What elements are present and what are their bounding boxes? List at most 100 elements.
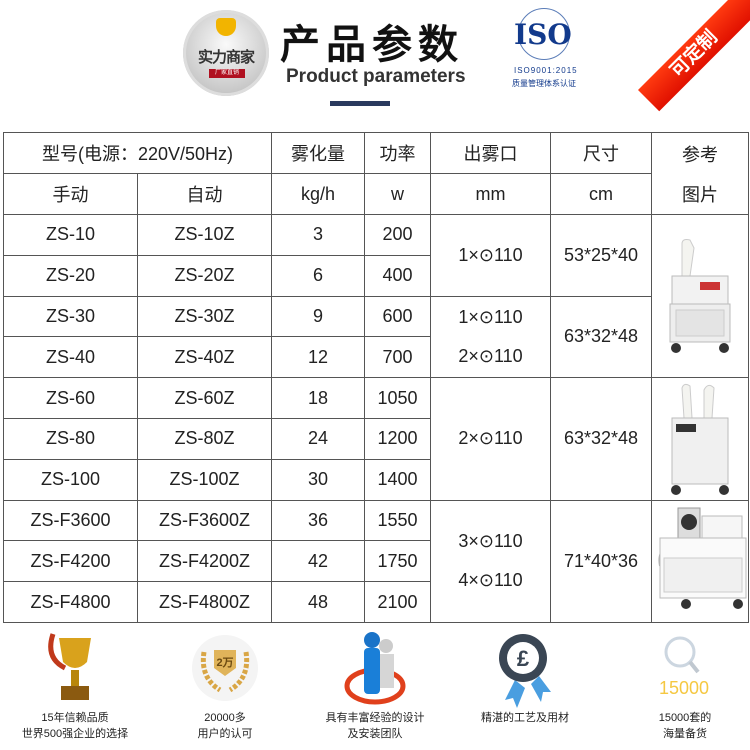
cell-manual: ZS-F4200: [3, 540, 138, 583]
feature-item: 15年信赖品质世界500强企业的选择: [0, 628, 150, 742]
cell-mist: 36: [271, 499, 365, 542]
outlet-value: 1×⊙110: [458, 306, 523, 327]
magnifier-icon: 15000: [620, 628, 750, 710]
table-row: ZS-60 ZS-60Z 18 1050 2×⊙110 63*32*48: [3, 377, 749, 501]
cell-mist: 9: [271, 295, 365, 338]
svg-text:2万: 2万: [216, 656, 233, 669]
logo-text: 实力商家: [197, 49, 255, 66]
cell-manual: ZS-80: [3, 417, 138, 460]
unit-power: w: [364, 173, 431, 215]
header: 实力商家 厂家直销 产品参数 Product parameters ISO IS…: [0, 0, 750, 130]
feature-line1: 15年信赖品质: [41, 712, 109, 724]
cell-manual: ZS-60: [3, 377, 138, 419]
cell-auto: ZS-F4200Z: [137, 540, 272, 583]
feature-line1: 15000套的: [658, 712, 712, 724]
cell-manual: ZS-20: [3, 254, 138, 297]
cell-auto: ZS-F3600Z: [137, 499, 272, 542]
cell-power: 400: [364, 254, 431, 297]
outlet-value: 4×⊙110: [458, 570, 523, 591]
feature-item: £ 精湛的工艺及用材: [450, 628, 600, 726]
table-row: ZS-F4800 ZS-F4800Z 48 2100: [3, 581, 749, 623]
cell-power: 700: [364, 336, 431, 379]
header-size: 尺寸: [550, 132, 652, 174]
cell-auto: ZS-F4800Z: [137, 581, 272, 623]
header-picture: 参考 图片: [651, 132, 749, 215]
table-row: ZS-10 ZS-10Z 3 200 1×⊙110 53*25*40: [3, 213, 749, 379]
cell-manual: ZS-F4800: [3, 581, 138, 623]
table-row: ZS-80 ZS-80Z 24 1200: [3, 417, 749, 460]
cell-size: 63*32*48: [550, 377, 652, 501]
outlet-value: 1×⊙110: [458, 244, 523, 265]
feature-line1: 精湛的工艺及用材: [481, 712, 569, 724]
cell-power: 200: [364, 214, 431, 256]
cell-mist: 30: [271, 458, 365, 501]
cell-power: 1400: [364, 458, 431, 501]
product-picture: [651, 377, 749, 501]
iso-word: ISO: [514, 18, 572, 51]
feature-line1: 具有丰富经验的设计: [325, 712, 425, 724]
cell-auto: ZS-30Z: [137, 295, 272, 338]
cell-auto: ZS-40Z: [137, 336, 272, 379]
unit-auto: 自动: [137, 173, 272, 215]
team-icon: [300, 628, 450, 710]
header-pic-line1: 参考: [682, 144, 718, 165]
globe-icon: [518, 8, 570, 60]
header-outlet: 出雾口: [430, 132, 551, 174]
trophy-icon: [0, 628, 150, 710]
page-subtitle: Product parameters: [286, 66, 466, 87]
product-picture: [651, 213, 749, 379]
unit-mist: kg/h: [271, 173, 365, 215]
outlet-value: 3×⊙110: [458, 531, 523, 552]
cell-outlet: 2×⊙110: [430, 377, 551, 501]
cell-mist: 3: [271, 214, 365, 256]
cell-power: 1550: [364, 499, 431, 542]
feature-line1: 20000多: [204, 712, 246, 724]
bull-icon: [216, 18, 236, 36]
feature-line2: 用户的认可: [197, 728, 253, 740]
shop-logo: 实力商家 厂家直销: [183, 10, 269, 96]
cell-size: 53*25*40: [550, 214, 652, 297]
table-row: ZS-F3600 ZS-F3600Z 36 1550 3×⊙110 4×⊙110 71*40…: [3, 499, 749, 623]
feature-line2: 及安装团队: [347, 728, 403, 740]
ribbon-text: 可定制: [666, 26, 722, 82]
cell-manual: ZS-40: [3, 336, 138, 379]
title-underline: [330, 101, 390, 106]
cell-mist: 24: [271, 417, 365, 460]
outlet-value: 2×⊙110: [458, 428, 523, 449]
cell-size: 63*32*48: [550, 295, 652, 379]
humidifier-double-image: [671, 383, 729, 495]
header-mist: 雾化量: [271, 132, 365, 174]
cell-manual: ZS-10: [3, 214, 138, 256]
cell-outlet: 3×⊙110 4×⊙110: [430, 499, 551, 623]
humidifier-industrial-image: [658, 507, 747, 610]
unit-outlet: mm: [430, 173, 551, 215]
feature-item: 2万 20000多 用户的认可: [150, 628, 300, 742]
product-picture: [651, 499, 749, 623]
table-row: ZS-40 ZS-40Z 12 700: [3, 336, 749, 379]
iso-cert: 质量管理体系认证: [512, 79, 576, 88]
table-row: ZS-30 ZS-30Z 9 600 1×⊙110 2×⊙110 63*32*48: [3, 295, 749, 379]
iso-badge: ISO ISO9001:2015 质量管理体系认证: [510, 8, 590, 88]
customizable-ribbon: 可定制: [638, 0, 750, 112]
cell-auto: ZS-10Z: [137, 214, 272, 256]
logo-tag: 厂家直销: [209, 69, 245, 78]
cell-mist: 48: [271, 581, 365, 623]
iso-standard: ISO9001:2015: [514, 66, 578, 75]
svg-text:£: £: [517, 646, 530, 671]
table-row: ZS-100 ZS-100Z 30 1400: [3, 458, 749, 501]
award-ribbon-icon: £: [450, 628, 600, 710]
page-title: 产品参数: [280, 22, 464, 68]
unit-manual: 手动: [3, 173, 138, 215]
cell-manual: ZS-30: [3, 295, 138, 338]
feature-line2: 世界500强企业的选择: [21, 728, 129, 740]
feature-strip: 15年信赖品质世界500强企业的选择 2万 20000多 用户的认可 具有丰富经验的设计…: [0, 628, 750, 750]
unit-size: cm: [550, 173, 652, 215]
feature-item: 15000 15000套的 海量备货: [620, 628, 750, 742]
cell-power: 1750: [364, 540, 431, 583]
cell-auto: ZS-60Z: [137, 377, 272, 419]
header-pic-line2: 图片: [682, 184, 718, 205]
cell-auto: ZS-20Z: [137, 254, 272, 297]
cell-power: 1050: [364, 377, 431, 419]
cell-auto: ZS-100Z: [137, 458, 272, 501]
cell-power: 2100: [364, 581, 431, 623]
